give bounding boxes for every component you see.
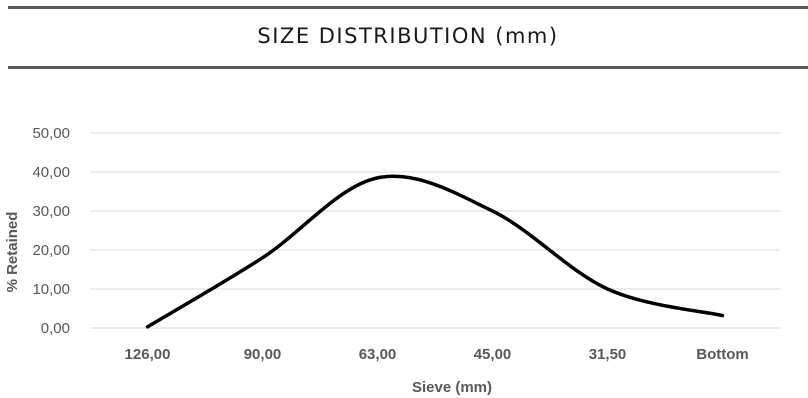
x-tick-label: 90,00 xyxy=(244,346,282,363)
grid-lines xyxy=(90,132,780,329)
y-tick-labels: 0,00 10,00 20,00 30,00 40,00 50,00 xyxy=(32,125,70,337)
header-bottom-rule xyxy=(8,66,808,69)
page-title: SIZE DISTRIBUTION (mm) xyxy=(257,24,559,48)
y-tick-label: 0,00 xyxy=(41,320,70,337)
x-tick-label: 63,00 xyxy=(359,346,397,363)
y-axis-label: % Retained xyxy=(4,212,21,293)
x-tick-label: 126,00 xyxy=(125,346,171,363)
header-top-rule xyxy=(8,6,808,9)
x-axis-label: Sieve (mm) xyxy=(412,379,492,396)
y-tick-label: 10,00 xyxy=(32,281,70,298)
x-tick-label: Bottom xyxy=(696,346,749,363)
x-tick-label: 45,00 xyxy=(474,346,512,363)
y-tick-label: 40,00 xyxy=(32,164,70,181)
y-tick-label: 50,00 xyxy=(32,125,70,142)
series-layer xyxy=(145,174,725,329)
x-tick-label: 31,50 xyxy=(589,346,627,363)
series-line-retained xyxy=(145,174,725,329)
y-tick-label: 30,00 xyxy=(32,203,70,220)
y-tick-label: 20,00 xyxy=(32,242,70,259)
x-tick-labels: 126,00 90,00 63,00 45,00 31,50 Bottom xyxy=(125,346,749,363)
